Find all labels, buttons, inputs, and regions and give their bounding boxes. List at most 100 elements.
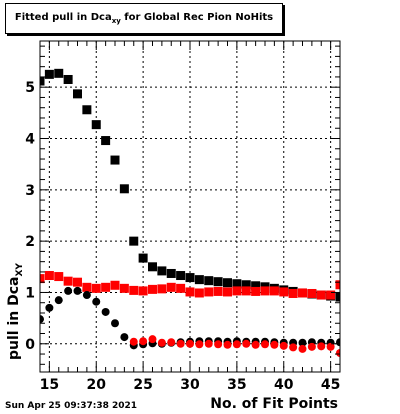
data-point-square: [251, 281, 261, 291]
data-point-circle: [298, 338, 307, 347]
data-point-circle: [195, 340, 204, 349]
data-point-square: [119, 184, 129, 194]
data-point-circle: [73, 286, 82, 295]
x-tick-label: 35: [227, 377, 246, 393]
data-point-square: [101, 136, 111, 146]
data-point-circle: [279, 341, 288, 350]
data-point-circle: [204, 339, 213, 348]
data-point-square: [73, 89, 82, 99]
data-point-square: [148, 262, 157, 272]
data-point-circle: [251, 340, 260, 349]
data-point-circle: [326, 342, 335, 351]
data-point-circle: [111, 319, 119, 328]
y-tick-label: 0: [25, 337, 35, 353]
y-tick-label: 5: [25, 80, 35, 96]
data-point-circle: [307, 342, 316, 351]
y-tick-label: 1: [25, 285, 35, 301]
x-axis-label: No. of Fit Points: [210, 396, 338, 412]
x-tick-label: 45: [321, 377, 340, 393]
data-point-square: [335, 292, 340, 302]
data-point-square: [63, 74, 73, 84]
data-point-circle: [157, 338, 166, 347]
data-point-circle: [232, 340, 241, 349]
chart-title-box: Fitted pull in Dcaxy for Global Rec Pion…: [5, 3, 283, 34]
data-point-square: [251, 286, 261, 296]
data-point-square: [73, 277, 82, 287]
data-point-circle: [289, 343, 298, 352]
data-point-circle: [214, 340, 223, 349]
data-point-circle: [64, 286, 73, 295]
data-point-square: [288, 288, 298, 298]
data-point-square: [91, 120, 101, 130]
data-point-square: [129, 285, 139, 295]
y-tick-label: 4: [25, 132, 35, 148]
data-point-square: [232, 279, 242, 289]
data-point-square: [54, 68, 64, 78]
data-point-square: [101, 282, 111, 292]
data-point-square: [40, 274, 45, 284]
data-point-circle: [45, 303, 54, 312]
x-tick-label: 30: [180, 377, 200, 393]
y-tick-label: 2: [25, 234, 35, 250]
data-point-circle: [40, 315, 44, 324]
data-point-circle: [101, 307, 110, 316]
data-point-circle: [298, 344, 307, 353]
data-point-circle: [261, 340, 269, 349]
data-point-square: [223, 287, 232, 297]
data-point-square: [213, 277, 223, 287]
data-point-square: [138, 253, 148, 263]
data-point-square: [223, 278, 232, 288]
data-point-square: [185, 287, 195, 297]
x-tick-label: 40: [274, 377, 294, 393]
data-point-square: [194, 288, 204, 298]
data-point-square: [91, 283, 101, 293]
data-point-square: [44, 69, 54, 79]
data-point-square: [110, 280, 120, 290]
data-point-square: [316, 290, 326, 300]
chart-title: Fitted pull in Dcaxy for Global Rec Pion…: [14, 12, 274, 25]
data-point-square: [241, 286, 251, 296]
data-point-circle: [139, 337, 148, 346]
timestamp: Sun Apr 25 09:37:38 2021: [5, 401, 138, 411]
data-point-circle: [270, 340, 279, 349]
data-point-square: [241, 280, 251, 290]
data-point-circle: [148, 335, 157, 344]
data-point-square: [298, 288, 307, 298]
data-point-square: [204, 276, 214, 286]
data-point-square: [54, 272, 64, 282]
x-tick-label: 20: [87, 377, 107, 393]
data-point-circle: [82, 291, 91, 300]
data-point-circle: [129, 337, 138, 346]
data-point-square: [138, 286, 148, 296]
data-point-square: [40, 76, 45, 86]
grid-lines: [40, 41, 340, 372]
y-tick-label: 3: [25, 183, 35, 199]
data-point-square: [166, 268, 176, 278]
data-point-square: [185, 273, 195, 283]
data-point-circle: [92, 297, 101, 306]
data-point-square: [232, 286, 242, 296]
data-point-square: [213, 286, 223, 296]
data-point-square: [166, 282, 176, 292]
data-point-square: [63, 276, 73, 286]
data-point-square: [204, 287, 214, 297]
data-point-square: [176, 283, 186, 293]
data-point-square: [148, 284, 157, 294]
data-point-square: [194, 275, 204, 285]
data-point-square: [260, 286, 270, 296]
data-point-circle: [317, 342, 326, 351]
data-points: [40, 68, 340, 358]
data-point-square: [44, 271, 54, 281]
data-point-square: [335, 280, 340, 290]
data-point-square: [82, 282, 92, 292]
data-point-circle: [176, 339, 185, 348]
data-point-square: [110, 155, 120, 165]
data-point-circle: [242, 339, 251, 348]
data-point-square: [269, 286, 279, 296]
data-point-square: [82, 105, 92, 115]
data-point-circle: [120, 333, 129, 342]
data-point-circle: [54, 296, 63, 305]
x-tick-label: 25: [133, 377, 152, 393]
data-point-square: [326, 290, 336, 300]
